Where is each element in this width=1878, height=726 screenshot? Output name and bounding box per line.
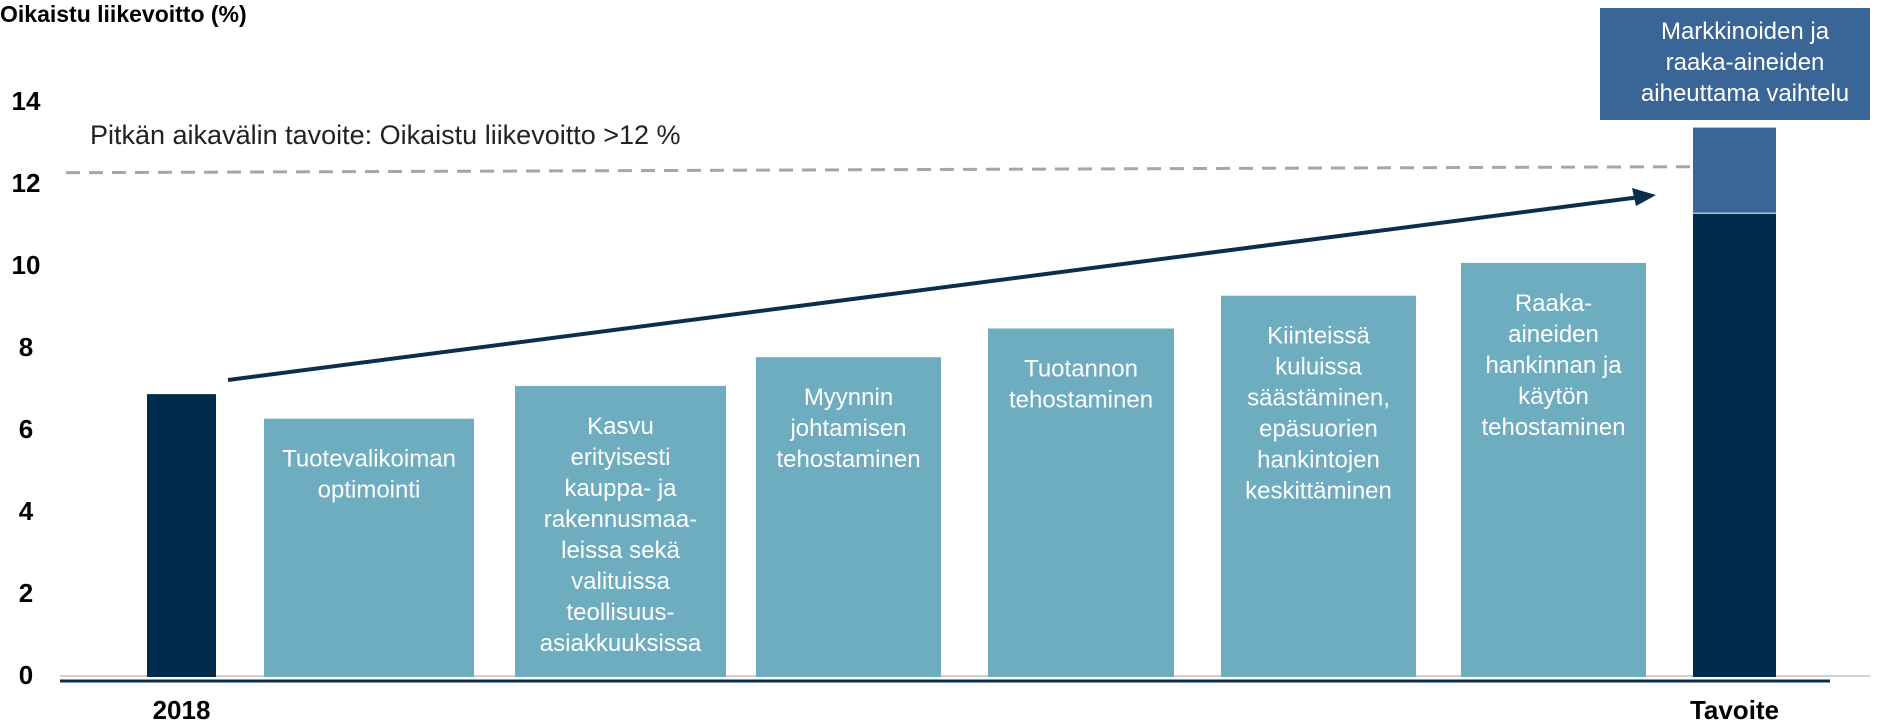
bar (147, 394, 216, 677)
legend-label: Markkinoiden ja raaka-aineiden aiheuttama … (1641, 18, 1849, 107)
bar (1461, 262, 1646, 677)
arrow-head (1632, 188, 1656, 206)
bar (264, 418, 474, 677)
bar-label: Tuotevalikoiman optimointi (282, 446, 456, 504)
bar-label: Myynnin johtamisen tehostaminen (776, 385, 920, 474)
annotation: Pitkän aikavälin tavoite: Oikaistu liike… (90, 120, 681, 150)
bar-label: Kasvu erityisesti kauppa- ja rakennusmaa-le… (540, 413, 702, 657)
y-tick-label: 0 (19, 660, 33, 690)
x-tick-label: 2018 (153, 695, 211, 725)
x-tick-label: Tavoite (1690, 695, 1779, 725)
y-tick-label: 2 (19, 578, 33, 608)
bar (756, 357, 941, 677)
bar-label: Kiinteissä kuluissa säästäminen, epäsuorien… (1245, 323, 1392, 505)
y-tick-label: 14 (12, 86, 41, 116)
bar-label: Raaka-aineiden hankinnan ja käytön tehostam… (1481, 290, 1625, 441)
bar-label: Tuotannon tehostaminen (1009, 356, 1153, 414)
stacked-bar (1693, 127, 1776, 213)
y-tick-label: 12 (12, 168, 41, 198)
legend-box (1600, 8, 1870, 120)
bar (988, 328, 1174, 677)
bar (515, 385, 726, 677)
target-line (65, 165, 1691, 175)
bar (1693, 213, 1776, 677)
bar (1221, 295, 1416, 677)
y-tick-label: 6 (19, 414, 33, 444)
y-tick-label: 10 (12, 250, 41, 280)
trend-arrow (227, 195, 1641, 382)
y-tick-label: 8 (19, 332, 33, 362)
chart-title: Oikaistu liikevoitto (%) (0, 1, 247, 27)
y-tick-label: 4 (19, 496, 34, 526)
